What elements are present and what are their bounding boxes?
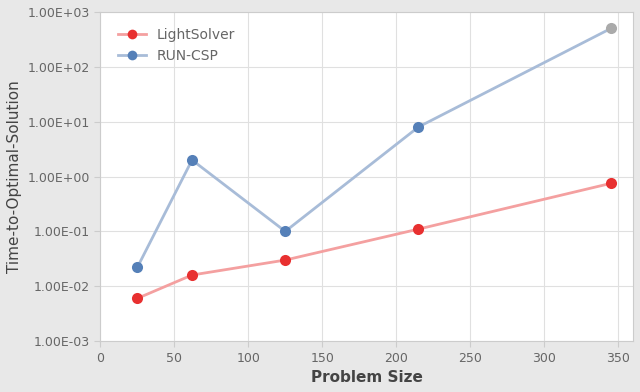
Y-axis label: Time-to-Optimal-Solution: Time-to-Optimal-Solution	[7, 80, 22, 273]
X-axis label: Problem Size: Problem Size	[311, 370, 422, 385]
Legend: LightSolver, RUN-CSP: LightSolver, RUN-CSP	[113, 22, 241, 68]
